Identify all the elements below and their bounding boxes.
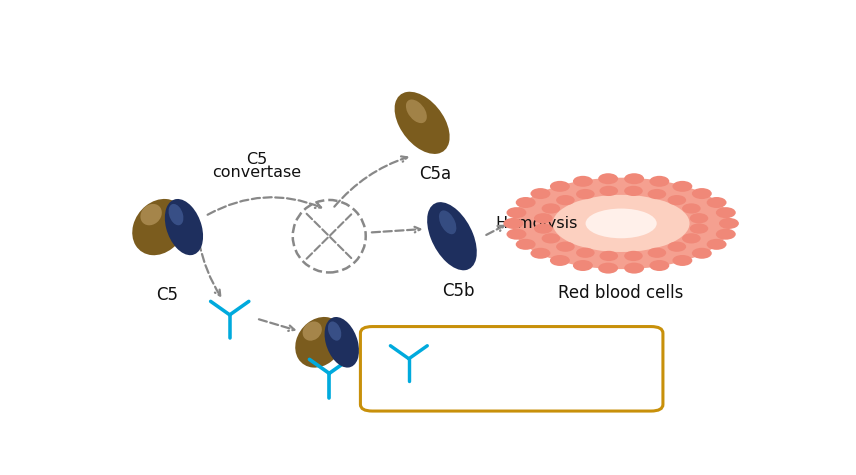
Ellipse shape — [692, 248, 712, 259]
Ellipse shape — [624, 186, 643, 196]
Ellipse shape — [515, 197, 536, 208]
Ellipse shape — [534, 223, 553, 234]
Ellipse shape — [573, 260, 593, 271]
Ellipse shape — [406, 99, 427, 123]
Ellipse shape — [132, 199, 186, 255]
Ellipse shape — [668, 195, 687, 205]
Ellipse shape — [682, 203, 701, 214]
Ellipse shape — [556, 195, 574, 205]
Ellipse shape — [707, 239, 727, 250]
Ellipse shape — [515, 239, 536, 250]
Ellipse shape — [169, 204, 183, 225]
Ellipse shape — [599, 251, 618, 261]
Ellipse shape — [692, 188, 712, 199]
Ellipse shape — [295, 317, 343, 368]
Ellipse shape — [302, 322, 322, 341]
Ellipse shape — [648, 189, 666, 199]
Ellipse shape — [673, 255, 693, 266]
Ellipse shape — [707, 197, 727, 208]
Ellipse shape — [531, 248, 550, 259]
Ellipse shape — [648, 247, 666, 258]
FancyBboxPatch shape — [100, 53, 777, 427]
Ellipse shape — [624, 263, 644, 274]
Ellipse shape — [534, 213, 553, 223]
Text: C5b: C5b — [443, 282, 475, 300]
Ellipse shape — [668, 242, 687, 252]
Ellipse shape — [553, 195, 690, 252]
Ellipse shape — [542, 203, 560, 214]
Ellipse shape — [427, 202, 477, 270]
Ellipse shape — [507, 207, 526, 218]
Ellipse shape — [690, 213, 708, 223]
Ellipse shape — [556, 242, 574, 252]
Ellipse shape — [328, 322, 342, 341]
Text: convertase: convertase — [211, 164, 300, 180]
Ellipse shape — [140, 204, 162, 225]
Ellipse shape — [598, 173, 618, 184]
Ellipse shape — [395, 92, 449, 154]
Text: Tesidolumab, Eculizumab: Tesidolumab, Eculizumab — [442, 359, 627, 373]
Ellipse shape — [512, 178, 730, 269]
Text: C5: C5 — [156, 285, 178, 304]
Ellipse shape — [507, 228, 526, 240]
Ellipse shape — [624, 173, 644, 184]
Ellipse shape — [550, 255, 570, 266]
Ellipse shape — [324, 317, 359, 368]
Ellipse shape — [682, 233, 701, 244]
Ellipse shape — [673, 181, 693, 192]
Ellipse shape — [598, 263, 618, 274]
Ellipse shape — [599, 186, 618, 196]
Ellipse shape — [719, 218, 739, 229]
Ellipse shape — [573, 176, 593, 187]
Ellipse shape — [576, 247, 595, 258]
Text: C5: C5 — [246, 152, 267, 167]
Ellipse shape — [503, 218, 523, 229]
Text: Hemolysis: Hemolysis — [495, 216, 578, 231]
Text: C5a: C5a — [419, 165, 451, 183]
Ellipse shape — [550, 181, 570, 192]
Text: Anti-C5 mAb:: Anti-C5 mAb: — [442, 339, 543, 354]
Ellipse shape — [542, 233, 560, 244]
Ellipse shape — [716, 228, 736, 240]
Ellipse shape — [690, 223, 708, 234]
Ellipse shape — [165, 199, 203, 255]
Ellipse shape — [716, 207, 736, 218]
FancyBboxPatch shape — [360, 326, 663, 411]
Ellipse shape — [586, 209, 657, 238]
Ellipse shape — [650, 260, 669, 271]
Ellipse shape — [576, 189, 595, 199]
Text: Red blood cells: Red blood cells — [558, 284, 684, 302]
Ellipse shape — [531, 188, 550, 199]
Ellipse shape — [624, 251, 643, 261]
Ellipse shape — [650, 176, 669, 187]
Ellipse shape — [439, 210, 456, 234]
